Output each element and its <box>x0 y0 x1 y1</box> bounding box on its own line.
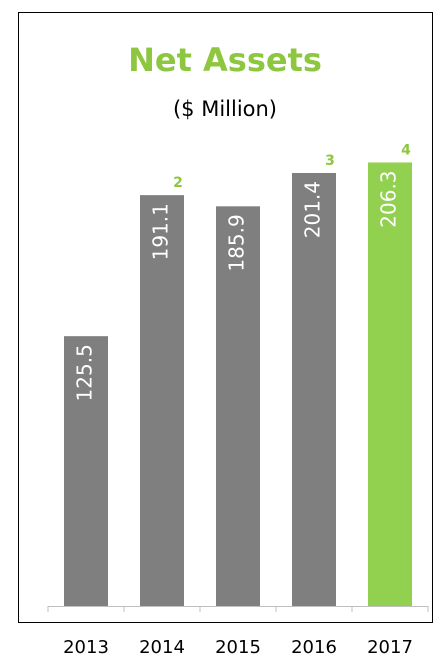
data-label: 125.5 <box>73 344 97 401</box>
data-label: 206.3 <box>377 170 401 227</box>
bar <box>368 162 412 606</box>
chart-title: Net Assets <box>128 41 322 79</box>
chart-subtitle: ($ Million) <box>173 97 277 121</box>
value-note: 4 <box>401 142 411 158</box>
x-tick-label: 2015 <box>215 637 261 658</box>
x-tick-label: 2016 <box>291 637 337 658</box>
bar <box>64 336 108 606</box>
value-note: 3 <box>325 153 335 169</box>
x-tick-label: 2017 <box>367 637 413 658</box>
data-label: 201.4 <box>301 181 325 238</box>
data-label: 191.1 <box>149 203 173 260</box>
chart-border <box>18 12 433 623</box>
bar <box>216 206 260 606</box>
bar <box>140 195 184 606</box>
x-tick-label: 2014 <box>139 637 185 658</box>
data-label: 185.9 <box>225 214 249 271</box>
value-note: 2 <box>173 175 183 191</box>
bar <box>292 172 336 607</box>
x-tick-label: 2013 <box>63 637 109 658</box>
